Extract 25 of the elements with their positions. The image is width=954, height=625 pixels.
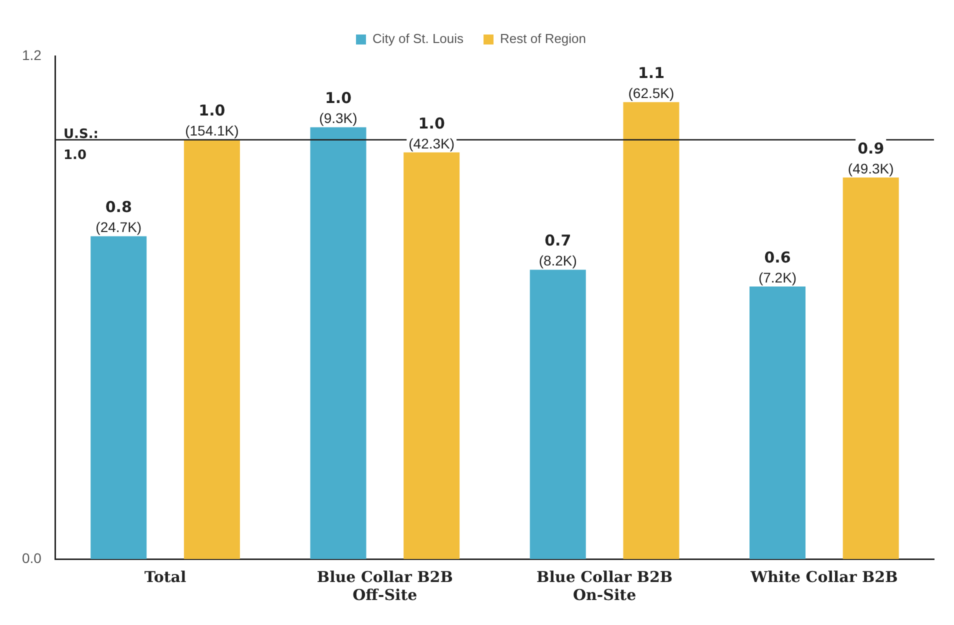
legend-label: City of St. Louis (372, 31, 464, 46)
bar (90, 236, 147, 559)
bar (404, 152, 460, 559)
x-tick-label: Total (144, 568, 186, 586)
x-tick-label: White Collar B2B (750, 568, 898, 586)
bar (623, 102, 680, 559)
data-label: 1.0 (9.3K) (319, 89, 358, 126)
data-label: 0.8 (24.7K) (96, 198, 142, 236)
data-label: 0.9 (49.3K) (848, 139, 894, 176)
x-tick-label: Blue Collar B2B Off-Site (316, 568, 453, 604)
x-tick-label: Blue Collar B2B On-Site (536, 568, 673, 604)
data-label: 1.1 (62.5K) (628, 64, 674, 101)
data-label: 1.0 (154.1K) (185, 102, 239, 139)
bar (530, 270, 586, 559)
bar (750, 286, 806, 559)
y-tick-label: 1.2 (22, 46, 42, 63)
data-label: 0.7 (8.2K) (538, 232, 577, 269)
bar (184, 140, 240, 559)
data-label: 1.0 (42.3K) (408, 114, 455, 152)
bar (310, 127, 366, 559)
data-label: 0.6 (7.2K) (758, 248, 797, 286)
y-tick-label: 0.0 (22, 550, 42, 566)
legend-label: Rest of Region (500, 31, 586, 46)
bar (842, 178, 899, 559)
ref-line-label: U.S.: 1.0 (63, 127, 98, 164)
